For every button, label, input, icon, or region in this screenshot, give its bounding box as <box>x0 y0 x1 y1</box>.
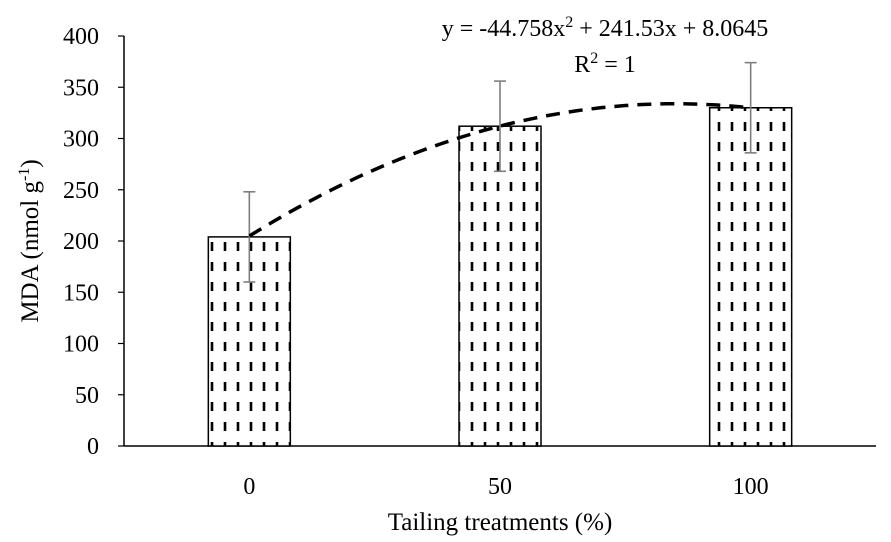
x-tick-label: 50 <box>488 474 512 500</box>
x-tick-label: 0 <box>243 474 255 500</box>
y-tick-label: 0 <box>87 434 99 460</box>
x-tick-label: 100 <box>733 474 769 500</box>
y-tick-label: 250 <box>63 178 99 204</box>
y-axis-title: MDA (nmol g-1) <box>16 159 44 322</box>
y-tick-label: 150 <box>63 280 99 306</box>
bar <box>710 108 792 446</box>
trendline-equation: y = -44.758x2 + 241.53x + 8.0645 <box>442 14 769 42</box>
bar <box>459 126 541 446</box>
y-tick-label: 200 <box>63 229 99 255</box>
y-tick-label: 350 <box>63 75 99 101</box>
y-tick-labels: 0 50 100 150 200 250 300 350 400 <box>63 24 124 460</box>
x-tick-labels: 0 50 100 <box>243 474 768 500</box>
y-tick-label: 100 <box>63 332 99 358</box>
y-tick-label: 300 <box>63 127 99 153</box>
y-tick-label: 400 <box>63 24 99 50</box>
r-squared-label: R2 = 1 <box>574 50 636 78</box>
y-tick-label: 50 <box>75 383 99 409</box>
x-axis-title: Tailing treatments (%) <box>388 509 613 536</box>
